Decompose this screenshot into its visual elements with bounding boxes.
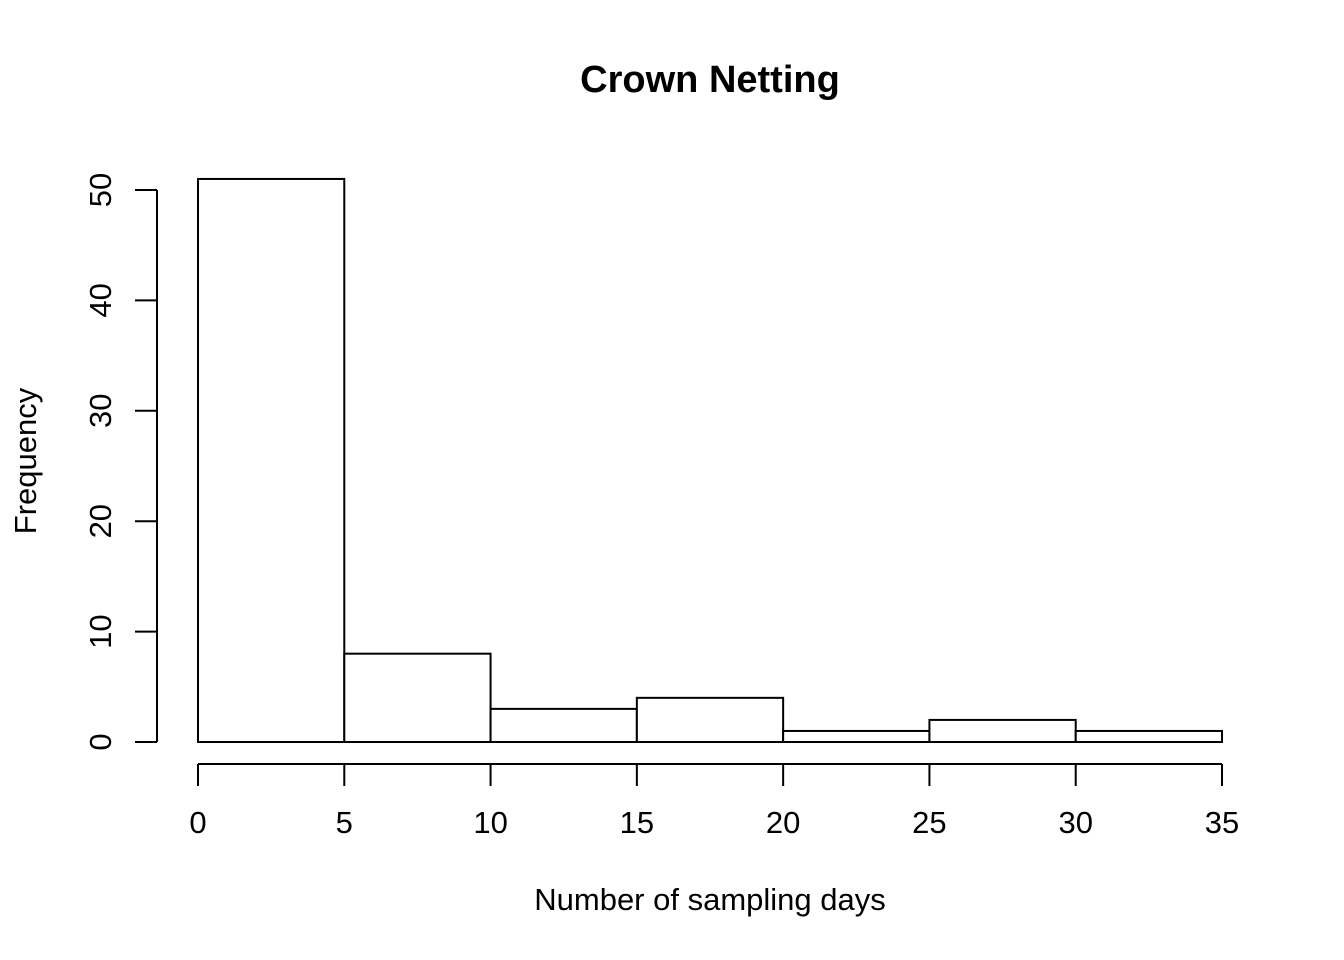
y-tick-label: 30 — [83, 394, 118, 428]
histogram-bar-6 — [1074, 729, 1223, 744]
histogram-bar-0 — [197, 177, 346, 743]
histogram-bar-1 — [343, 652, 492, 743]
histogram-bar-4 — [782, 729, 931, 744]
x-axis: 0 5 10 15 20 25 30 35 — [189, 763, 1239, 840]
bars-layer — [197, 177, 1223, 744]
x-tick-label: 20 — [766, 805, 800, 840]
histogram-bar-5 — [928, 718, 1077, 743]
y-tick-label: 0 — [83, 733, 118, 750]
y-tick-label: 20 — [83, 504, 118, 538]
y-tick-label: 40 — [83, 283, 118, 317]
x-tick-label: 10 — [473, 805, 507, 840]
histogram-bar-2 — [489, 707, 638, 744]
x-tick-label: 0 — [189, 805, 206, 840]
y-axis: 0 10 20 30 40 50 — [83, 173, 158, 751]
x-tick-label: 30 — [1058, 805, 1092, 840]
chart-title: Crown Netting — [580, 59, 840, 101]
x-tick-label: 35 — [1205, 805, 1239, 840]
x-tick-label: 5 — [336, 805, 353, 840]
x-tick-label: 25 — [912, 805, 946, 840]
x-tick-label: 15 — [620, 805, 654, 840]
histogram-bar-3 — [635, 696, 785, 744]
y-tick-label: 10 — [83, 614, 118, 648]
x-axis-title: Number of sampling days — [534, 882, 886, 917]
y-axis-title: Frequency — [8, 387, 43, 534]
y-tick-label: 50 — [83, 173, 118, 207]
